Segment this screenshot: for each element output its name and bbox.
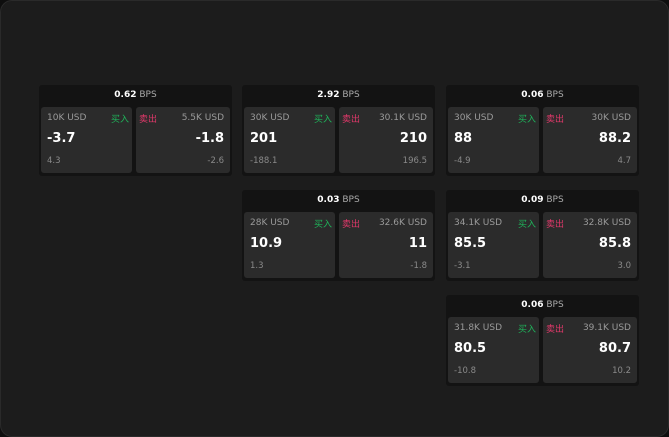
buy-change: -4.9 [454, 156, 471, 166]
spread-header: 0.06 BPS [446, 85, 639, 106]
sell-change: 4.7 [617, 156, 631, 166]
buy-button[interactable]: 30K USD 买入 201 -188.1 [244, 107, 335, 173]
buy-size: 10K USD [47, 113, 87, 123]
sell-button[interactable]: 卖出 32.6K USD 11 -1.8 [339, 212, 433, 278]
sell-price: 210 [399, 131, 427, 146]
buy-change: 4.3 [47, 156, 61, 166]
sell-price: -1.8 [195, 131, 224, 146]
sell-change: 3.0 [617, 261, 631, 271]
sell-change: -2.6 [207, 156, 224, 166]
buy-size: 34.1K USD [454, 218, 503, 228]
spread-header: 0.03 BPS [242, 190, 435, 211]
buy-price: -3.7 [47, 131, 76, 146]
sell-size: 5.5K USD [181, 113, 224, 123]
spread-header: 0.09 BPS [446, 190, 639, 211]
spread-unit: BPS [342, 195, 360, 205]
sell-label: 卖出 [546, 325, 565, 335]
buy-label: 买入 [517, 220, 536, 230]
buy-label: 买入 [313, 115, 332, 125]
sell-price: 85.8 [598, 236, 631, 251]
sell-size: 30.1K USD [378, 113, 427, 123]
spread-unit: BPS [342, 90, 360, 100]
sell-size: 32.8K USD [582, 218, 631, 228]
buy-change: 1.3 [250, 261, 264, 271]
sell-button[interactable]: 卖出 30K USD 88.2 4.7 [543, 107, 637, 173]
spread-value: 0.09 [521, 195, 544, 205]
buy-price: 80.5 [454, 341, 487, 356]
sell-change: -1.8 [410, 261, 427, 271]
buy-price: 10.9 [250, 236, 283, 251]
buy-button[interactable]: 30K USD 买入 88 -4.9 [448, 107, 539, 173]
buy-button[interactable]: 28K USD 买入 10.9 1.3 [244, 212, 335, 278]
spread-value: 0.06 [521, 90, 544, 100]
spread-unit: BPS [546, 300, 564, 310]
buy-size: 28K USD [250, 218, 290, 228]
quote-card: 0.09 BPS 34.1K USD 买入 85.5 -3.1 卖出 32.8K… [446, 190, 639, 281]
buy-price: 88 [454, 131, 473, 146]
quote-card: 0.06 BPS 31.8K USD 买入 80.5 -10.8 卖出 39.1… [446, 295, 639, 386]
spread-unit: BPS [546, 90, 564, 100]
spread-value: 0.06 [521, 300, 544, 310]
sell-label: 卖出 [546, 220, 565, 230]
buy-label: 买入 [110, 115, 129, 125]
sell-change: 10.2 [612, 366, 631, 376]
sell-change: 196.5 [402, 156, 427, 166]
quote-card: 0.62 BPS 10K USD 买入 -3.7 4.3 卖出 5.5K USD… [39, 85, 232, 176]
quote-card: 0.03 BPS 28K USD 买入 10.9 1.3 卖出 32.6K US… [242, 190, 435, 281]
buy-button[interactable]: 31.8K USD 买入 80.5 -10.8 [448, 317, 539, 383]
spread-value: 0.62 [114, 90, 137, 100]
quote-card: 2.92 BPS 30K USD 买入 201 -188.1 卖出 30.1K … [242, 85, 435, 176]
spread-header: 0.06 BPS [446, 295, 639, 316]
spread-header: 2.92 BPS [242, 85, 435, 106]
buy-change: -10.8 [454, 366, 476, 376]
sell-button[interactable]: 卖出 39.1K USD 80.7 10.2 [543, 317, 637, 383]
sell-button[interactable]: 卖出 32.8K USD 85.8 3.0 [543, 212, 637, 278]
buy-size: 31.8K USD [454, 323, 503, 333]
buy-label: 买入 [517, 325, 536, 335]
sell-label: 卖出 [139, 115, 158, 125]
spread-unit: BPS [546, 195, 564, 205]
sell-size: 32.6K USD [378, 218, 427, 228]
sell-size: 39.1K USD [582, 323, 631, 333]
sell-label: 卖出 [342, 220, 361, 230]
buy-size: 30K USD [250, 113, 290, 123]
buy-change: -3.1 [454, 261, 471, 271]
buy-price: 201 [250, 131, 278, 146]
buy-label: 买入 [517, 115, 536, 125]
buy-button[interactable]: 34.1K USD 买入 85.5 -3.1 [448, 212, 539, 278]
sell-button[interactable]: 卖出 30.1K USD 210 196.5 [339, 107, 433, 173]
buy-label: 买入 [313, 220, 332, 230]
spread-value: 0.03 [317, 195, 340, 205]
buy-change: -188.1 [250, 156, 278, 166]
sell-price: 88.2 [598, 131, 631, 146]
buy-button[interactable]: 10K USD 买入 -3.7 4.3 [41, 107, 132, 173]
buy-price: 85.5 [454, 236, 487, 251]
buy-size: 30K USD [454, 113, 494, 123]
spread-unit: BPS [139, 90, 157, 100]
sell-button[interactable]: 卖出 5.5K USD -1.8 -2.6 [136, 107, 230, 173]
sell-price: 80.7 [598, 341, 631, 356]
spread-header: 0.62 BPS [39, 85, 232, 106]
sell-size: 30K USD [591, 113, 631, 123]
spread-value: 2.92 [317, 90, 340, 100]
quote-card: 0.06 BPS 30K USD 买入 88 -4.9 卖出 30K USD 8… [446, 85, 639, 176]
sell-label: 卖出 [342, 115, 361, 125]
sell-price: 11 [408, 236, 427, 251]
sell-label: 卖出 [546, 115, 565, 125]
